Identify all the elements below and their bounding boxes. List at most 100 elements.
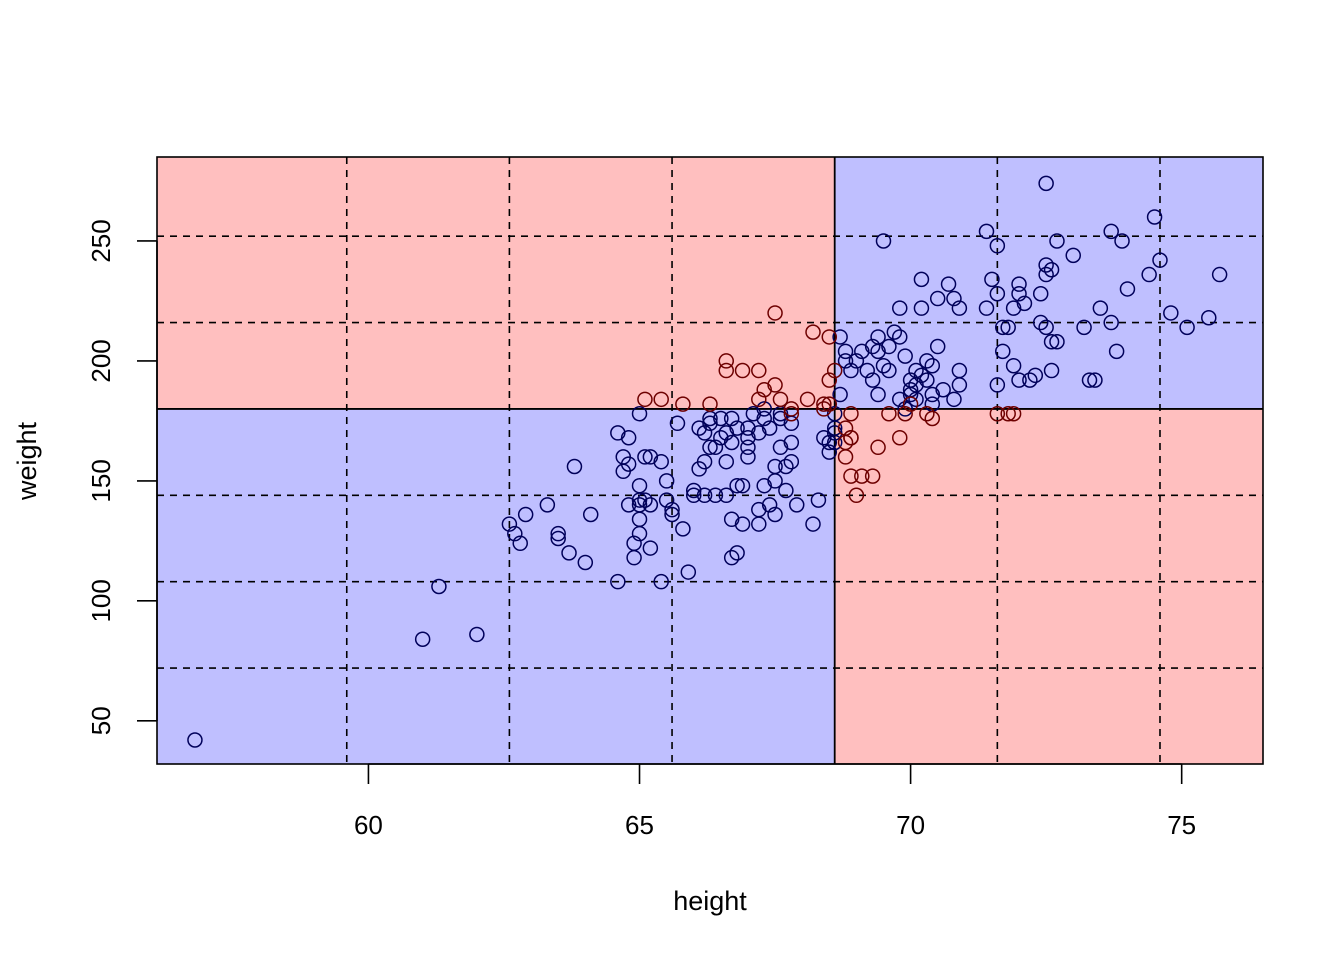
data-point-class-a xyxy=(843,362,859,379)
region-top-right xyxy=(834,157,1263,409)
data-point-class-a xyxy=(718,487,735,504)
data-point-class-a xyxy=(729,477,745,494)
data-point-class-b xyxy=(864,468,881,484)
data-point-class-a xyxy=(723,511,740,528)
data-point-class-a xyxy=(1081,372,1098,388)
data-point-class-a xyxy=(740,449,756,465)
data-point-class-a xyxy=(702,415,718,432)
data-point-class-a xyxy=(935,381,951,398)
x-tick-label: 65 xyxy=(625,810,654,840)
data-point-class-a xyxy=(875,233,892,249)
data-point-class-a xyxy=(864,372,881,388)
data-point-class-b xyxy=(772,391,789,408)
data-point-class-a xyxy=(707,487,724,504)
data-point-class-a xyxy=(1103,223,1119,240)
data-point-class-a xyxy=(702,439,718,456)
data-point-class-a xyxy=(984,271,1000,288)
data-point-class-a xyxy=(642,449,659,465)
data-point-class-b xyxy=(816,401,832,417)
data-point-class-a xyxy=(685,482,702,499)
data-point-class-a xyxy=(951,377,968,393)
data-point-class-a xyxy=(978,300,995,316)
split-lines xyxy=(157,157,1263,764)
data-point-class-a xyxy=(658,473,675,489)
data-point-class-a xyxy=(919,353,935,369)
x-tick-label: 70 xyxy=(896,810,925,840)
data-point-class-a xyxy=(1043,333,1060,350)
data-point-class-b xyxy=(848,487,865,504)
data-point-class-a xyxy=(566,458,583,475)
data-point-class-a xyxy=(995,343,1011,360)
data-point-class-a xyxy=(675,521,691,537)
data-point-class-b xyxy=(767,377,783,393)
data-point-class-a xyxy=(1011,286,1027,302)
data-point-class-a xyxy=(1049,233,1065,249)
data-point-class-b xyxy=(637,391,653,408)
data-point-class-a xyxy=(1005,300,1022,316)
data-point-class-a xyxy=(751,425,767,441)
data-point-class-a xyxy=(718,453,735,470)
region-bottom-right xyxy=(834,408,1263,764)
data-point-class-a xyxy=(1092,300,1109,316)
data-point-class-b xyxy=(821,372,838,388)
data-point-class-a xyxy=(756,410,772,427)
data-point-class-a xyxy=(886,324,903,340)
data-point-class-a xyxy=(1146,209,1163,225)
data-point-class-b xyxy=(751,362,767,379)
data-point-class-a xyxy=(837,353,854,369)
data-point-class-a xyxy=(821,444,838,460)
data-point-class-a xyxy=(734,516,751,532)
y-tick-label: 250 xyxy=(86,219,116,262)
data-point-class-a xyxy=(837,343,854,360)
data-point-class-b xyxy=(837,434,854,451)
data-point-class-a xyxy=(1027,367,1044,384)
data-point-class-a xyxy=(539,497,556,513)
data-point-class-a xyxy=(1038,319,1054,336)
data-point-class-a xyxy=(772,439,789,456)
data-point-class-a xyxy=(653,453,669,470)
data-point-class-a xyxy=(1076,319,1092,336)
data-point-class-b xyxy=(751,391,767,408)
data-point-class-a xyxy=(696,487,713,504)
data-point-class-a xyxy=(826,434,843,451)
data-point-class-a xyxy=(718,425,735,441)
data-point-class-a xyxy=(620,429,637,446)
data-point-class-a xyxy=(778,482,794,499)
data-point-class-a xyxy=(631,477,648,494)
data-point-class-a xyxy=(1032,314,1049,331)
data-point-class-a xyxy=(881,362,897,379)
data-point-class-a xyxy=(561,545,577,561)
data-point-class-a xyxy=(1049,333,1065,350)
data-point-class-a xyxy=(637,492,653,508)
data-point-class-a xyxy=(778,458,794,475)
data-point-class-a xyxy=(550,525,566,542)
data-point-class-b xyxy=(718,353,735,369)
data-point-class-a xyxy=(653,573,669,590)
data-point-class-b xyxy=(653,391,669,408)
data-point-class-a xyxy=(1011,372,1027,388)
data-point-class-b xyxy=(1000,405,1016,422)
data-point-class-a xyxy=(1038,266,1054,283)
data-point-class-a xyxy=(1152,252,1168,268)
data-point-class-b xyxy=(843,405,859,422)
data-point-class-a xyxy=(642,497,659,513)
data-point-class-b xyxy=(718,362,735,379)
data-point-class-a xyxy=(897,401,913,417)
x-tick-label: 75 xyxy=(1167,810,1196,840)
data-point-class-a xyxy=(740,439,756,456)
data-point-class-b xyxy=(870,439,886,456)
data-point-class-a xyxy=(756,477,772,494)
data-point-class-a xyxy=(620,456,637,472)
data-point-class-b xyxy=(897,405,913,422)
data-point-class-a xyxy=(1119,281,1136,297)
data-point-class-a xyxy=(1114,233,1130,249)
data-point-class-a xyxy=(610,425,626,441)
data-point-class-a xyxy=(550,530,566,547)
data-point-class-a xyxy=(685,487,702,504)
data-point-class-a xyxy=(414,631,431,647)
data-point-class-a xyxy=(832,386,848,403)
data-point-class-a xyxy=(1038,175,1054,192)
data-point-class-a xyxy=(772,410,789,427)
data-point-class-a xyxy=(810,492,827,508)
data-point-class-a xyxy=(826,425,843,441)
